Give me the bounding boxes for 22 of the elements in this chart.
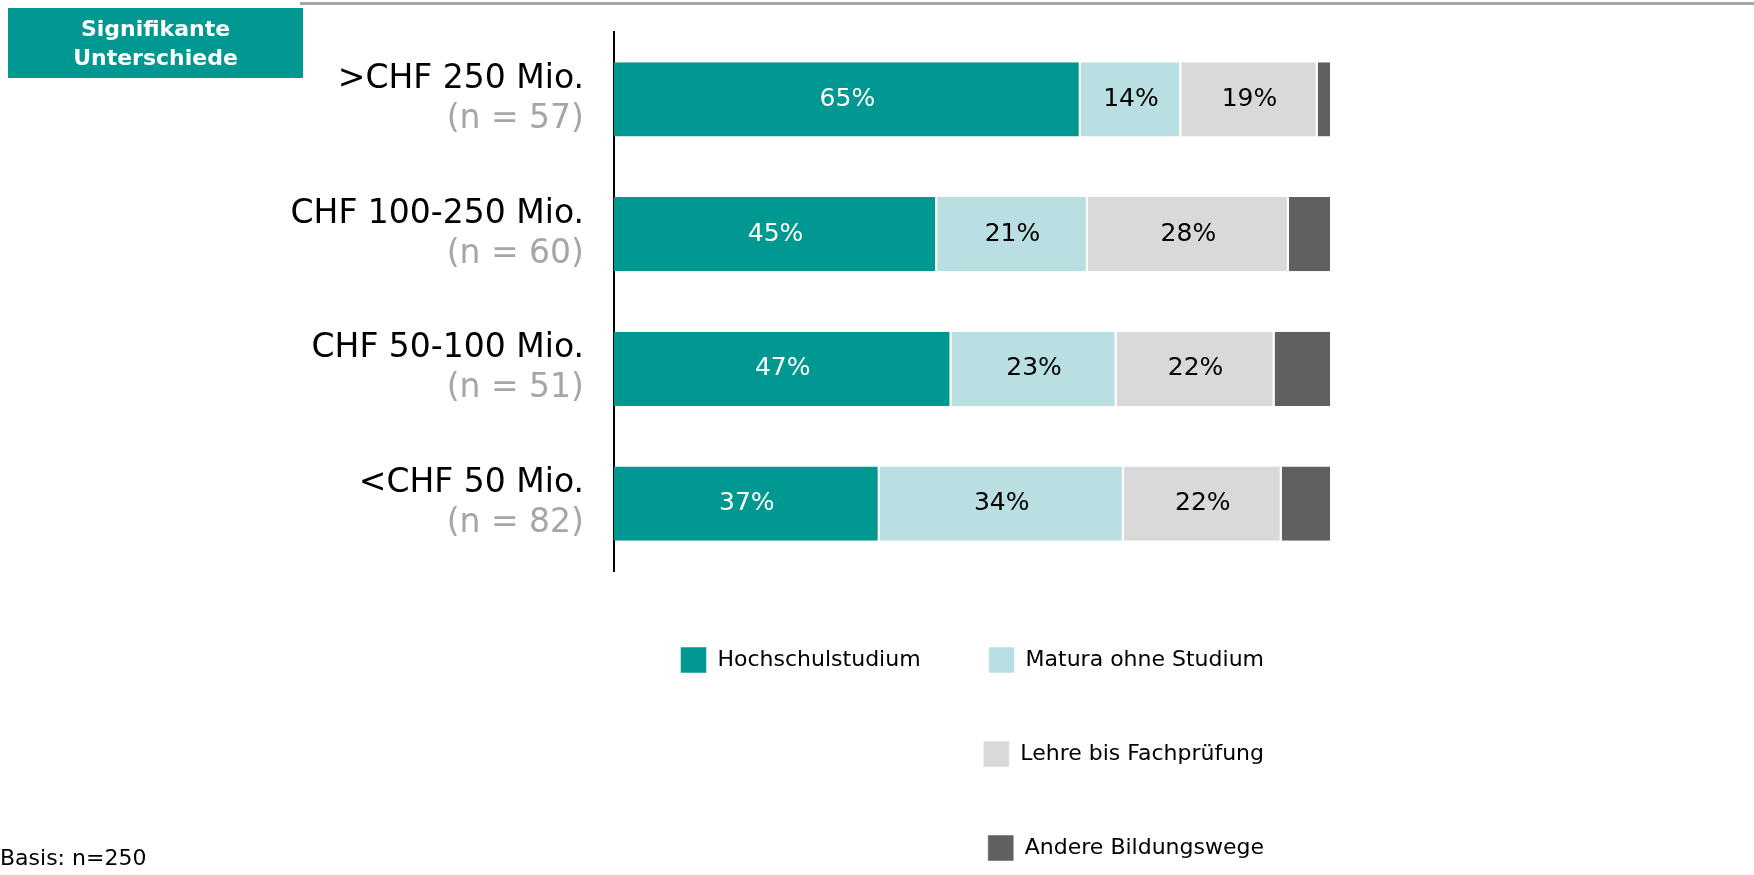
legend-label: Matura ohne Studium	[1025, 645, 1265, 671]
data-label: 19%	[1221, 82, 1278, 112]
data-label: 23%	[1006, 352, 1062, 382]
data-label: 14%	[1103, 82, 1159, 112]
text: Signifikante Unterschiede	[8, 8, 303, 78]
y-tick-label: >CHF 250 Mio. (n = 57)	[337, 56, 584, 136]
data-label: 45%	[747, 217, 804, 247]
data-label: 22%	[1174, 487, 1231, 517]
data-label: 22%	[1167, 352, 1224, 382]
data-label: 37%	[719, 487, 775, 517]
data-label: 34%	[973, 487, 1030, 517]
text: Basis: n=250	[0, 845, 147, 870]
y-tick-label: CHF 50-100 Mio. (n = 51)	[311, 326, 584, 406]
legend-label: Hochschulstudium	[717, 645, 921, 671]
data-label: 47%	[754, 352, 811, 382]
data-label: 21%	[984, 217, 1041, 247]
y-tick-label: CHF 100-250 Mio. (n = 60)	[290, 191, 584, 271]
data-label: 28%	[1160, 217, 1217, 247]
y-tick-label: <CHF 50 Mio. (n = 82)	[358, 461, 584, 541]
legend-label: Andere Bildungswege	[1024, 833, 1265, 859]
data-label: 65%	[819, 82, 876, 112]
legend-label: Lehre bis Fachprüfung	[1020, 739, 1265, 765]
